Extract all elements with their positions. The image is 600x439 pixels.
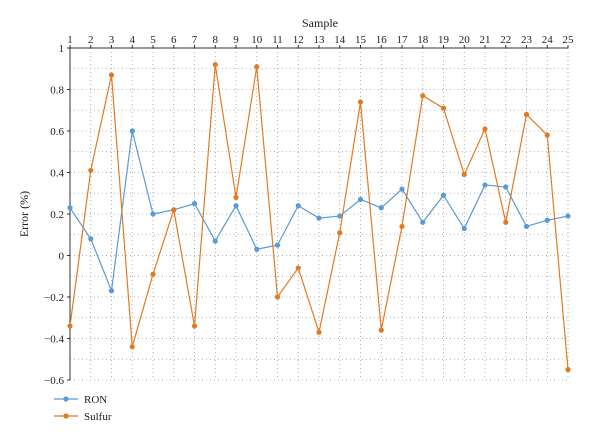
data-point-ron [233,203,239,209]
x-tick-label: 23 [521,34,533,46]
data-point-sulfur [233,194,239,200]
x-tick-label: 6 [171,34,177,46]
y-tick-label: 0.2 [50,209,64,221]
y-tick-label: 1 [59,43,65,55]
data-point-ron [254,246,260,252]
x-tick-label: 5 [150,34,156,46]
data-point-ron [274,242,281,248]
axes: 1 2 3 4 5 6 7 8 9 10 11 12 13 14 15 16 17 18 19 20 21 22 23 24 2… [44,34,574,387]
data-point-sulfur [150,271,156,277]
data-point-sulfur [357,99,364,105]
data-point-ron [212,238,218,244]
data-point-sulfur [274,294,281,300]
data-point-sulfur [316,329,322,335]
x-tick-label: 7 [192,34,198,46]
data-point-sulfur [88,167,94,174]
x-tick-label: 11 [272,34,283,46]
data-point-ron [461,225,467,232]
data-point-ron [129,128,135,134]
legend-swatch-marker [63,396,69,402]
x-tick-label: 10 [251,34,263,46]
series-sulfur [67,62,571,373]
data-point-ron [482,182,488,188]
data-point-sulfur [440,105,447,111]
data-point-ron [316,215,322,221]
x-tick-label: 15 [355,34,367,46]
legend-item-ron: RON [54,394,107,406]
data-point-sulfur [171,207,177,213]
data-point-ron [503,184,509,190]
data-point-ron [337,213,343,219]
data-point-ron [295,203,301,209]
y-tick-label: −0.2 [44,292,64,304]
x-tick-label: 24 [542,34,554,46]
x-tick-label: 16 [376,34,388,46]
data-point-sulfur [129,344,135,350]
data-point-sulfur [378,327,384,333]
data-point-ron [88,236,94,242]
data-point-ron [565,213,571,219]
data-point-sulfur [212,62,218,68]
x-tick-label: 17 [397,34,409,46]
legend: RON Sulfur [54,394,112,423]
x-tick-label: 18 [417,34,429,46]
data-point-sulfur [482,126,488,132]
x-tick-label: 2 [88,34,94,46]
data-point-sulfur [503,219,509,225]
x-tick-label: 25 [563,34,575,46]
x-tick-label: 19 [438,34,450,46]
y-tick-label: 0 [59,251,65,263]
series-layer [67,62,571,373]
y-tick-label: −0.6 [44,375,64,387]
x-tick-label: 13 [314,34,326,46]
data-point-ron [191,201,198,207]
data-point-sulfur [295,265,301,271]
series-line-ron [69,130,569,294]
data-point-ron [150,211,156,217]
x-tick-label: 9 [233,34,239,46]
data-point-sulfur [337,230,343,236]
data-point-ron [440,192,447,198]
data-point-ron [108,288,115,294]
data-point-sulfur [67,323,73,329]
data-point-sulfur [544,132,550,138]
x-tick-label: 1 [67,34,73,46]
data-point-ron [67,205,73,211]
data-point-sulfur [254,64,260,70]
data-point-sulfur [461,171,467,178]
data-point-ron [523,223,530,230]
x-tick-label: 12 [293,34,304,46]
x-tick-label: 3 [109,34,115,46]
data-point-ron [378,205,384,211]
data-point-ron [399,186,405,192]
legend-label: RON [84,394,107,406]
legend-swatch-marker [63,413,69,419]
x-tick-label: 20 [459,34,471,46]
legend-label: Sulfur [84,411,112,423]
y-tick-label: −0.4 [44,334,64,346]
x-tick-label: 14 [334,34,346,46]
data-point-ron [544,217,550,223]
x-tick-label: 22 [500,34,511,46]
data-point-sulfur [191,323,198,329]
y-tick-label: 0.6 [50,126,64,138]
x-tick-label: 4 [130,34,136,46]
x-tick-label: 8 [213,34,219,46]
y-tick-label: 0.8 [50,85,64,97]
data-point-sulfur [108,72,115,78]
data-point-sulfur [523,111,530,117]
data-point-ron [357,196,364,203]
x-tick-label: 21 [480,34,491,46]
y-tick-label: 0.4 [50,168,64,180]
data-point-sulfur [565,367,571,373]
data-point-sulfur [399,223,405,230]
y-axis-title: Error (%) [17,191,31,237]
legend-item-sulfur: Sulfur [54,411,112,423]
data-point-ron [420,219,426,225]
x-axis-title: Sample [302,16,338,30]
data-point-sulfur [420,93,426,99]
